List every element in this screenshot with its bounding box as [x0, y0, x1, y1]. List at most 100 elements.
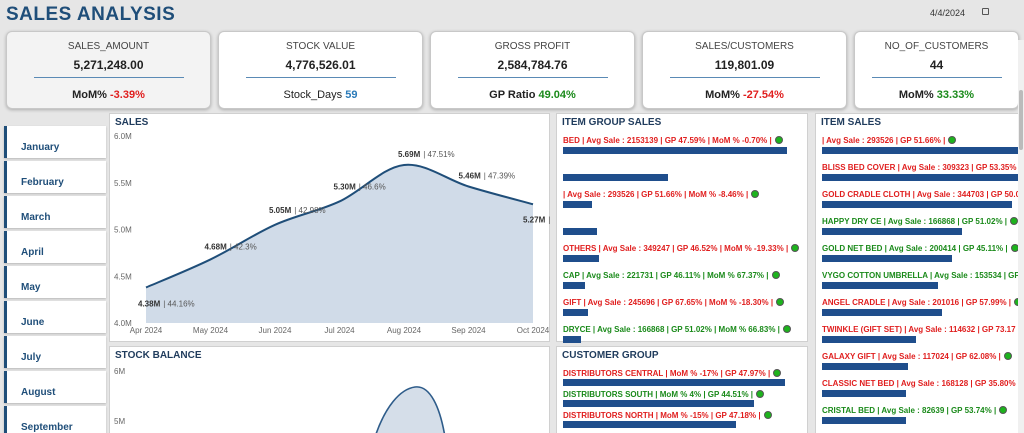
month-button-january[interactable]: January [4, 126, 106, 158]
row-bar[interactable] [822, 147, 1019, 154]
month-button-july[interactable]: July [4, 336, 106, 368]
kpi-divider [871, 77, 1002, 78]
month-button-april[interactable]: April [4, 231, 106, 263]
kpi-sub-label: MoM% [898, 89, 934, 101]
row-label: DISTRIBUTORS CENTRAL | MoM % -17% | GP 4… [563, 369, 782, 378]
row-label: VYGO COTTON UMBRELLA | Avg Sale : 153534… [822, 271, 1019, 280]
row-bar[interactable] [822, 228, 962, 235]
kpi-card-gross-profit[interactable]: GROSS PROFIT 2,584,784.76 GP Ratio 49.04… [430, 31, 635, 109]
data-label-value: 5.69M [398, 150, 421, 159]
data-label-gp: | 47.39% [484, 171, 515, 180]
row-bar[interactable] [563, 421, 736, 428]
status-dot-icon [751, 190, 760, 198]
scrollbar-track[interactable] [1018, 40, 1024, 433]
item-group-sales-title: ITEM GROUP SALES [562, 117, 662, 128]
stock-balance-chart: 6M 5M [114, 367, 446, 433]
kpi-value: 44 [929, 58, 944, 72]
kpi-sub-label: MoM% [705, 89, 740, 101]
status-dot-icon [1010, 217, 1019, 225]
status-dot-icon [1003, 352, 1012, 360]
row-bar[interactable] [822, 336, 916, 343]
row-bar[interactable] [822, 174, 1018, 181]
item-sales-title: ITEM SALES [821, 117, 882, 128]
month-button-august[interactable]: August [4, 371, 106, 403]
status-dot-icon [948, 136, 957, 144]
row-bar[interactable] [563, 282, 585, 289]
kpi-card-sales-customers[interactable]: SALES/CUSTOMERS 119,801.09 MoM% -27.54% [642, 31, 847, 109]
row-text: GOLD CRADLE CLOTH | Avg Sale : 344703 | … [822, 190, 1020, 199]
row-bar[interactable] [822, 282, 938, 289]
row-label: GALAXY GIFT | Avg Sale : 117024 | GP 62.… [822, 352, 1012, 361]
row-label: BLISS BED COVER | Avg Sale : 309323 | GP… [822, 163, 1020, 172]
kpi-label: SALES/CUSTOMERS [695, 41, 794, 52]
status-dot-icon [771, 271, 780, 279]
data-label: 5.30M | 46.6% [334, 182, 386, 191]
calendar-icon[interactable] [982, 8, 989, 15]
data-label: 5.27M| 49.04% [523, 215, 551, 224]
row-bar[interactable] [822, 417, 906, 424]
data-label-gp: | 49.04% [548, 215, 551, 224]
month-button-june[interactable]: June [4, 301, 106, 333]
row-label: GIFT | Avg Sale : 245696 | GP 67.65% | M… [563, 298, 785, 307]
kpi-card-no-of-customers[interactable]: NO_OF_CUSTOMERS 44 MoM% 33.33% [854, 31, 1019, 109]
row-text: TWINKLE (GIFT SET) | Avg Sale : 114632 |… [822, 325, 1016, 334]
sales-chart: 4.0M 4.5M 5.0M 5.5M 6.0M Apr 2024 May 2024 Jun … [114, 132, 551, 335]
data-label-value: 5.27M [523, 215, 546, 224]
customer-group-title: CUSTOMER GROUP [562, 350, 659, 361]
row-bar[interactable] [822, 390, 906, 397]
x-tick-label: Jul 2024 [324, 326, 355, 335]
row-bar[interactable] [822, 309, 942, 316]
kpi-card-stock-value[interactable]: STOCK VALUE 4,776,526.01 Stock_Days 59 [218, 31, 423, 109]
stock-y-label: 5M [114, 417, 125, 426]
y-tick-label: 4.0M [114, 319, 132, 328]
month-button-may[interactable]: May [4, 266, 106, 298]
month-slicer: January February March April May June Ju… [4, 126, 106, 433]
item-group-sales-panel: ITEM GROUP SALES BED | Avg Sale : 215313… [556, 113, 808, 343]
row-bar[interactable] [563, 201, 592, 208]
sales-chart-panel: SALES 4.0M 4.5M 5.0M 5.5M 6.0M Apr 2024 May 20… [109, 113, 551, 342]
kpi-sub-value: 59 [345, 89, 358, 101]
kpi-card-sales-amount[interactable]: SALES_AMOUNT 5,271,248.00 MoM% -3.39% [6, 31, 211, 109]
row-bar[interactable] [563, 228, 597, 235]
y-tick-label: 5.5M [114, 179, 132, 188]
row-text: DRYCE | Avg Sale : 166868 | GP 51.02% | … [563, 325, 780, 334]
row-text: ANGEL CRADLE | Avg Sale : 201016 | GP 57… [822, 298, 1012, 307]
row-label: ANGEL CRADLE | Avg Sale : 201016 | GP 57… [822, 298, 1019, 307]
data-label: 5.69M | 47.51% [398, 150, 455, 159]
month-button-march[interactable]: March [4, 196, 106, 228]
row-text: | Avg Sale : 293526 | GP 51.66% | [822, 136, 946, 145]
row-bar[interactable] [563, 400, 754, 407]
month-button-september[interactable]: September [4, 406, 106, 433]
status-dot-icon [774, 136, 783, 144]
kpi-label: SALES_AMOUNT [67, 41, 150, 52]
month-button-february[interactable]: February [4, 161, 106, 193]
row-bar[interactable] [563, 336, 581, 343]
data-label-gp: | 44.16% [163, 299, 194, 308]
row-bar[interactable] [822, 201, 1012, 208]
row-bar[interactable] [822, 255, 952, 262]
row-bar[interactable] [563, 309, 588, 316]
row-text: BLISS BED COVER | Avg Sale : 309323 | GP… [822, 163, 1020, 172]
scrollbar-thumb[interactable] [1019, 90, 1023, 150]
stock-area [375, 386, 446, 433]
y-tick-label: 5.0M [114, 226, 132, 235]
row-label: GOLD NET BED | Avg Sale : 200414 | GP 45… [822, 244, 1019, 253]
row-bar[interactable] [822, 363, 908, 370]
status-dot-icon [782, 325, 791, 333]
row-label: HAPPY DRY CE | Avg Sale : 166868 | GP 51… [822, 217, 1019, 226]
kpi-sub-label: MoM% [72, 89, 107, 101]
row-text: OTHERS | Avg Sale : 349247 | GP 46.52% |… [563, 244, 789, 253]
x-tick-label: Oct 2024 [517, 326, 550, 335]
row-label: BED | Avg Sale : 2153139 | GP 47.59% | M… [563, 136, 783, 145]
row-bar[interactable] [563, 255, 599, 262]
row-bar[interactable] [563, 379, 785, 386]
row-text: GOLD NET BED | Avg Sale : 200414 | GP 45… [822, 244, 1008, 253]
data-label-gp: | 46.6% [359, 182, 386, 191]
date-filter[interactable]: 4/4/2024 [930, 8, 966, 18]
row-bar[interactable] [563, 174, 668, 181]
row-bar[interactable] [563, 147, 787, 154]
data-label-value: 4.38M [138, 299, 161, 308]
row-label: CAP | Avg Sale : 221731 | GP 46.11% | Mo… [563, 271, 780, 280]
kpi-label: NO_OF_CUSTOMERS [884, 41, 989, 52]
kpi-label: GROSS PROFIT [494, 41, 571, 52]
